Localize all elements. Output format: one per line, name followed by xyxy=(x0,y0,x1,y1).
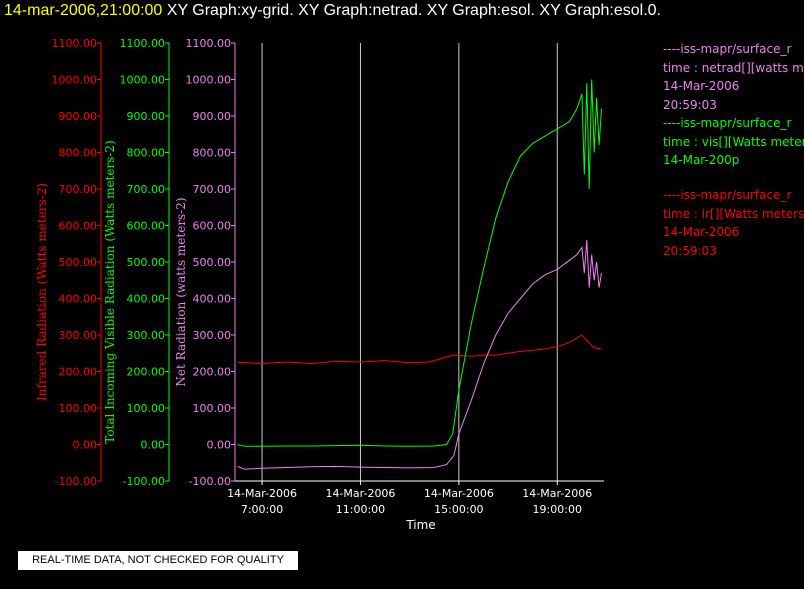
y-axis-label-ir: Infrared Radiation (Watts meters-2) xyxy=(35,183,49,401)
y-tick-label-vis: 1100.00 xyxy=(120,37,166,50)
legend-line: time : ir[][Watts meters xyxy=(663,206,804,221)
series-line-ir xyxy=(237,334,602,365)
y-tick-label-ir: 1000.00 xyxy=(52,74,98,87)
y-axis-label-net: Net Radiation (watts meters-2) xyxy=(174,197,188,386)
legend-line: 14-Mar-2006 xyxy=(663,79,740,93)
y-tick-label-net: 700.00 xyxy=(193,183,232,196)
x-tick-label-date: 14-Mar-2006 xyxy=(522,487,592,500)
y-tick-label-net: 300.00 xyxy=(193,329,232,342)
y-tick-label-vis: 500.00 xyxy=(127,256,166,269)
header-timestamp: 14-mar-2006,21:00:00 xyxy=(4,2,163,19)
y-tick-label-ir: 300.00 xyxy=(59,329,98,342)
data-quality-notice: REAL-TIME DATA, NOT CHECKED FOR QUALITY xyxy=(18,551,298,570)
y-tick-label-ir: 0.00 xyxy=(73,439,98,452)
y-tick-label-vis: 700.00 xyxy=(127,183,166,196)
y-tick-label-vis: 800.00 xyxy=(127,147,166,160)
y-tick-label-vis: -100.00 xyxy=(123,475,165,488)
x-tick-label-date: 14-Mar-2006 xyxy=(325,487,395,500)
x-tick-label-time: 11:00:00 xyxy=(336,503,385,516)
legend-line: 14-Mar-2006 xyxy=(663,225,740,239)
y-tick-label-net: 0.00 xyxy=(207,439,232,452)
y-axis-label-vis: Total Incoming Visible Radiation (Watts … xyxy=(103,140,117,444)
x-tick-label-time: 19:00:00 xyxy=(533,503,582,516)
y-tick-label-ir: 1100.00 xyxy=(52,37,98,50)
x-tick-label-date: 14-Mar-2006 xyxy=(227,487,297,500)
header-title: 14-mar-2006,21:00:00 XY Graph:xy-grid. X… xyxy=(4,2,661,20)
y-tick-label-vis: 900.00 xyxy=(127,110,166,123)
x-tick-label-date: 14-Mar-2006 xyxy=(424,487,494,500)
y-tick-label-net: 1000.00 xyxy=(186,74,232,87)
y-tick-label-net: 900.00 xyxy=(193,110,232,123)
y-tick-label-net: 500.00 xyxy=(193,256,232,269)
x-tick-label-time: 7:00:00 xyxy=(241,503,283,516)
y-tick-label-net: 1100.00 xyxy=(186,37,232,50)
y-tick-label-vis: 200.00 xyxy=(127,366,166,379)
y-tick-label-ir: 800.00 xyxy=(59,147,98,160)
y-tick-label-net: 400.00 xyxy=(193,293,232,306)
y-tick-label-vis: 100.00 xyxy=(127,402,166,415)
series-line-vis xyxy=(237,79,602,447)
series-line-net xyxy=(237,240,602,470)
y-tick-label-net: 800.00 xyxy=(193,147,232,160)
x-tick-label-time: 15:00:00 xyxy=(434,503,483,516)
y-tick-label-vis: 0.00 xyxy=(141,439,166,452)
legend-line: time : netrad[][watts me xyxy=(663,60,804,75)
y-tick-label-net: -100.00 xyxy=(189,475,231,488)
y-tick-label-vis: 1000.00 xyxy=(120,74,166,87)
legend-line: 20:59:03 xyxy=(663,243,717,258)
y-tick-label-ir: -100.00 xyxy=(55,475,97,488)
legend-line: 20:59:03 xyxy=(663,97,717,112)
legend-line: time : vis[][Watts meter xyxy=(663,134,804,149)
x-axis-label: Time xyxy=(405,518,435,532)
y-tick-label-vis: 600.00 xyxy=(127,220,166,233)
y-tick-label-ir: 400.00 xyxy=(59,293,98,306)
y-tick-label-net: 200.00 xyxy=(193,366,232,379)
y-tick-label-ir: 500.00 xyxy=(59,256,98,269)
legend-line: 14-Mar-200p xyxy=(663,153,740,167)
y-tick-label-ir: 600.00 xyxy=(59,220,98,233)
y-tick-label-net: 100.00 xyxy=(193,402,232,415)
legend-line: ----iss-mapr/surface_r xyxy=(663,188,792,202)
y-tick-label-vis: 400.00 xyxy=(127,293,166,306)
y-tick-label-ir: 200.00 xyxy=(59,366,98,379)
y-tick-label-ir: 700.00 xyxy=(59,183,98,196)
legend-line: ----iss-mapr/surface_r xyxy=(663,116,792,130)
legend-line: ----iss-mapr/surface_r xyxy=(663,42,792,56)
y-tick-label-ir: 900.00 xyxy=(59,110,98,123)
y-tick-label-net: 600.00 xyxy=(193,220,232,233)
y-tick-label-ir: 100.00 xyxy=(59,402,98,415)
header-graph-list: XY Graph:xy-grid. XY Graph:netrad. XY Gr… xyxy=(166,2,661,19)
y-tick-label-vis: 300.00 xyxy=(127,329,166,342)
